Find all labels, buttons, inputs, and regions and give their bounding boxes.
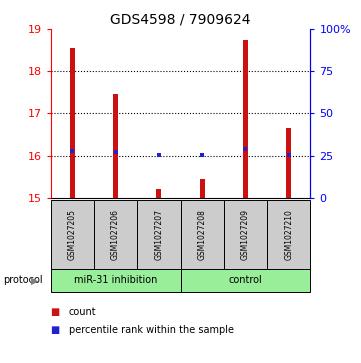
Bar: [267, 200, 310, 269]
Bar: [70, 48, 75, 198]
Text: control: control: [229, 276, 262, 285]
Bar: [113, 94, 118, 198]
Text: count: count: [69, 307, 96, 317]
Text: GSM1027207: GSM1027207: [155, 209, 163, 260]
Bar: [180, 200, 224, 269]
Bar: [94, 200, 137, 269]
Bar: [51, 269, 180, 292]
Text: miR-31 inhibition: miR-31 inhibition: [74, 276, 157, 285]
Bar: [224, 200, 267, 269]
Bar: [137, 200, 180, 269]
Title: GDS4598 / 7909624: GDS4598 / 7909624: [110, 12, 251, 26]
Bar: [51, 200, 94, 269]
Text: GSM1027209: GSM1027209: [241, 209, 250, 260]
Text: ▶: ▶: [31, 276, 38, 285]
Bar: [156, 189, 161, 198]
Bar: [180, 269, 310, 292]
Text: percentile rank within the sample: percentile rank within the sample: [69, 325, 234, 335]
Text: GSM1027206: GSM1027206: [111, 209, 120, 260]
Text: ■: ■: [51, 307, 60, 317]
Bar: [243, 40, 248, 198]
Text: ■: ■: [51, 325, 60, 335]
Text: GSM1027210: GSM1027210: [284, 209, 293, 260]
Bar: [286, 128, 291, 198]
Text: GSM1027208: GSM1027208: [198, 209, 206, 260]
Bar: [200, 179, 205, 198]
Text: protocol: protocol: [4, 276, 43, 285]
Text: GSM1027205: GSM1027205: [68, 209, 77, 260]
